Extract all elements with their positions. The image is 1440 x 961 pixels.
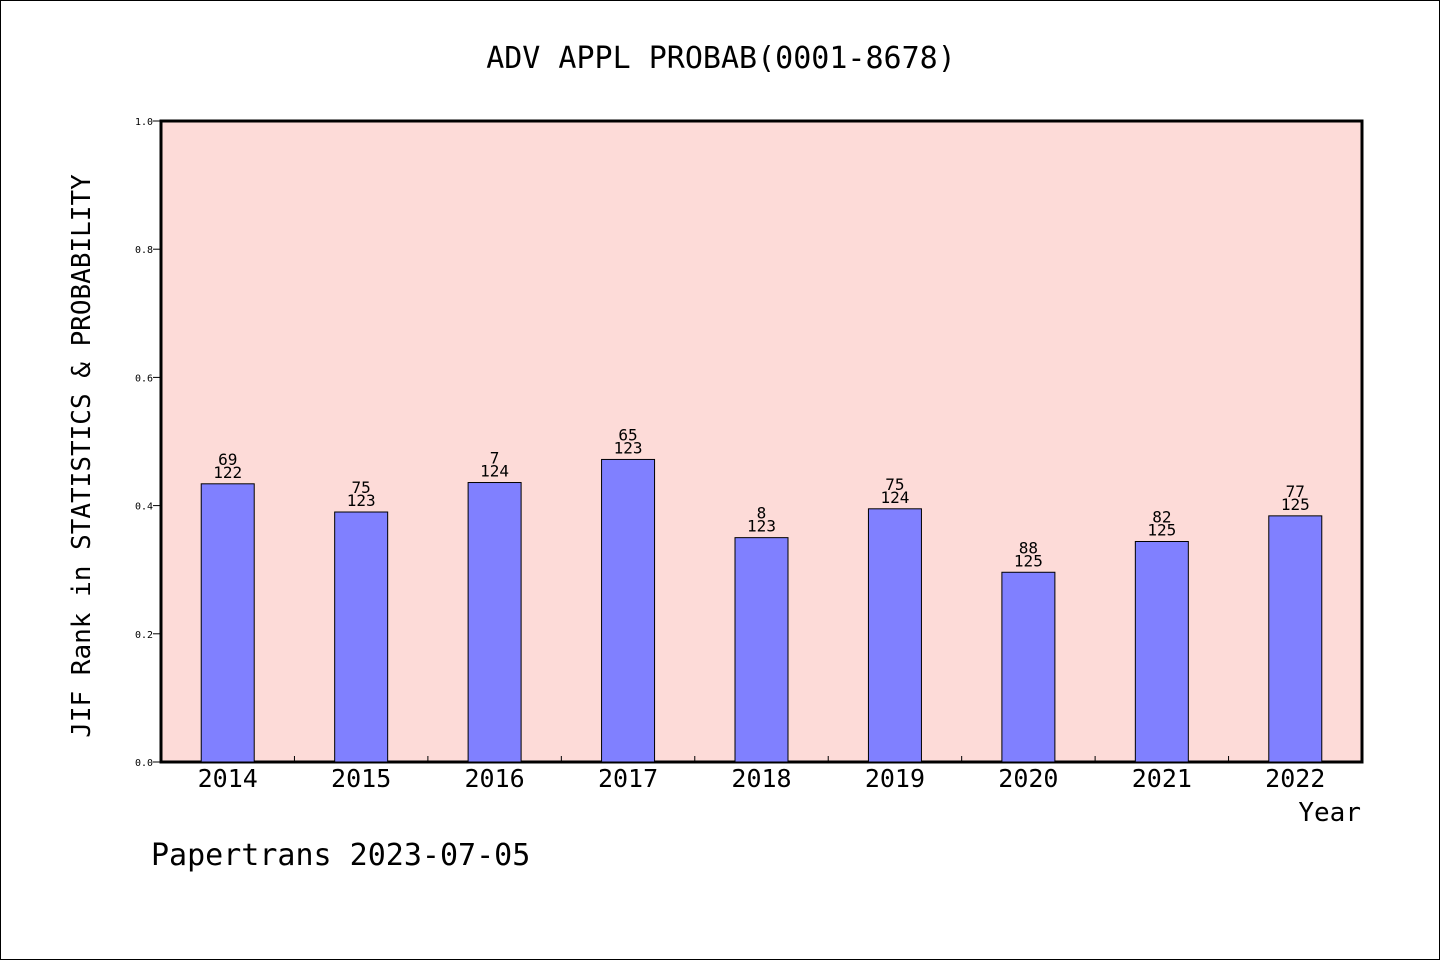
footer-date: Papertrans 2023-07-05 bbox=[151, 838, 530, 873]
x-tick-label: 2015 bbox=[331, 764, 391, 793]
x-tick-label: 2018 bbox=[731, 764, 791, 793]
bar-rank-label: 7 bbox=[490, 449, 500, 468]
chart-title: ADV APPL PROBAB(0001-8678) bbox=[486, 41, 956, 76]
y-axis-label: JIF Rank in STATISTICS & PROBABILITY bbox=[67, 174, 97, 738]
y-axis: 0.0 0.2 0.4 0.6 0.8 1.0 bbox=[135, 117, 161, 769]
bar-total-label: 123 bbox=[614, 438, 643, 457]
bar-2018 bbox=[734, 537, 789, 763]
bar-2017 bbox=[601, 458, 656, 763]
x-tick-label: 2017 bbox=[598, 764, 658, 793]
bar-2016 bbox=[467, 482, 522, 763]
bar-2022 bbox=[1268, 515, 1323, 763]
bar-total-label: 125 bbox=[1147, 520, 1176, 539]
x-tick-label: 2014 bbox=[198, 764, 258, 793]
y-tick-label: 0.4 bbox=[135, 502, 153, 513]
bar-total-label: 124 bbox=[880, 488, 909, 507]
bar-total-label: 123 bbox=[747, 517, 776, 536]
bar-total-label: 125 bbox=[1281, 495, 1310, 514]
bar-rank-label: 75 bbox=[352, 478, 371, 497]
bar-rank-label: 77 bbox=[1286, 482, 1305, 501]
bar-total-label: 125 bbox=[1014, 551, 1043, 570]
bar-total-label: 124 bbox=[480, 462, 509, 481]
x-tick-label: 2020 bbox=[998, 764, 1058, 793]
bar-total-label: 123 bbox=[347, 491, 376, 510]
bar-2015 bbox=[334, 511, 389, 763]
bar-2020 bbox=[1001, 571, 1056, 763]
bar-2019 bbox=[867, 508, 922, 763]
x-tick-label: 2021 bbox=[1132, 764, 1192, 793]
bar-rank-label: 69 bbox=[218, 450, 237, 469]
x-axis: 2014 2015 2016 2017 2018 2019 2020 2021 2022 bbox=[198, 756, 1325, 793]
x-tick-label: 2016 bbox=[465, 764, 525, 793]
bar-rank-label: 75 bbox=[885, 475, 904, 494]
bars bbox=[200, 458, 1323, 763]
y-tick-label: 0.0 bbox=[135, 758, 153, 769]
bar-total-label: 122 bbox=[213, 463, 242, 482]
bar-rank-label: 82 bbox=[1152, 507, 1171, 526]
y-tick-label: 0.8 bbox=[135, 245, 153, 256]
x-tick-label: 2019 bbox=[865, 764, 925, 793]
y-tick-label: 0.2 bbox=[135, 630, 153, 641]
x-tick-label: 2022 bbox=[1265, 764, 1325, 793]
x-axis-label: Year bbox=[1298, 798, 1361, 828]
bar-labels: 6912275123712465123812375124881258212577… bbox=[213, 425, 1309, 570]
bar-rank-label: 88 bbox=[1019, 538, 1038, 557]
bar-2014 bbox=[200, 483, 255, 763]
y-tick-label: 0.6 bbox=[135, 373, 153, 384]
bar-rank-label: 8 bbox=[757, 504, 767, 523]
y-tick-label: 1.0 bbox=[135, 117, 153, 128]
bar-2021 bbox=[1134, 540, 1189, 763]
bar-rank-label: 65 bbox=[618, 425, 637, 444]
